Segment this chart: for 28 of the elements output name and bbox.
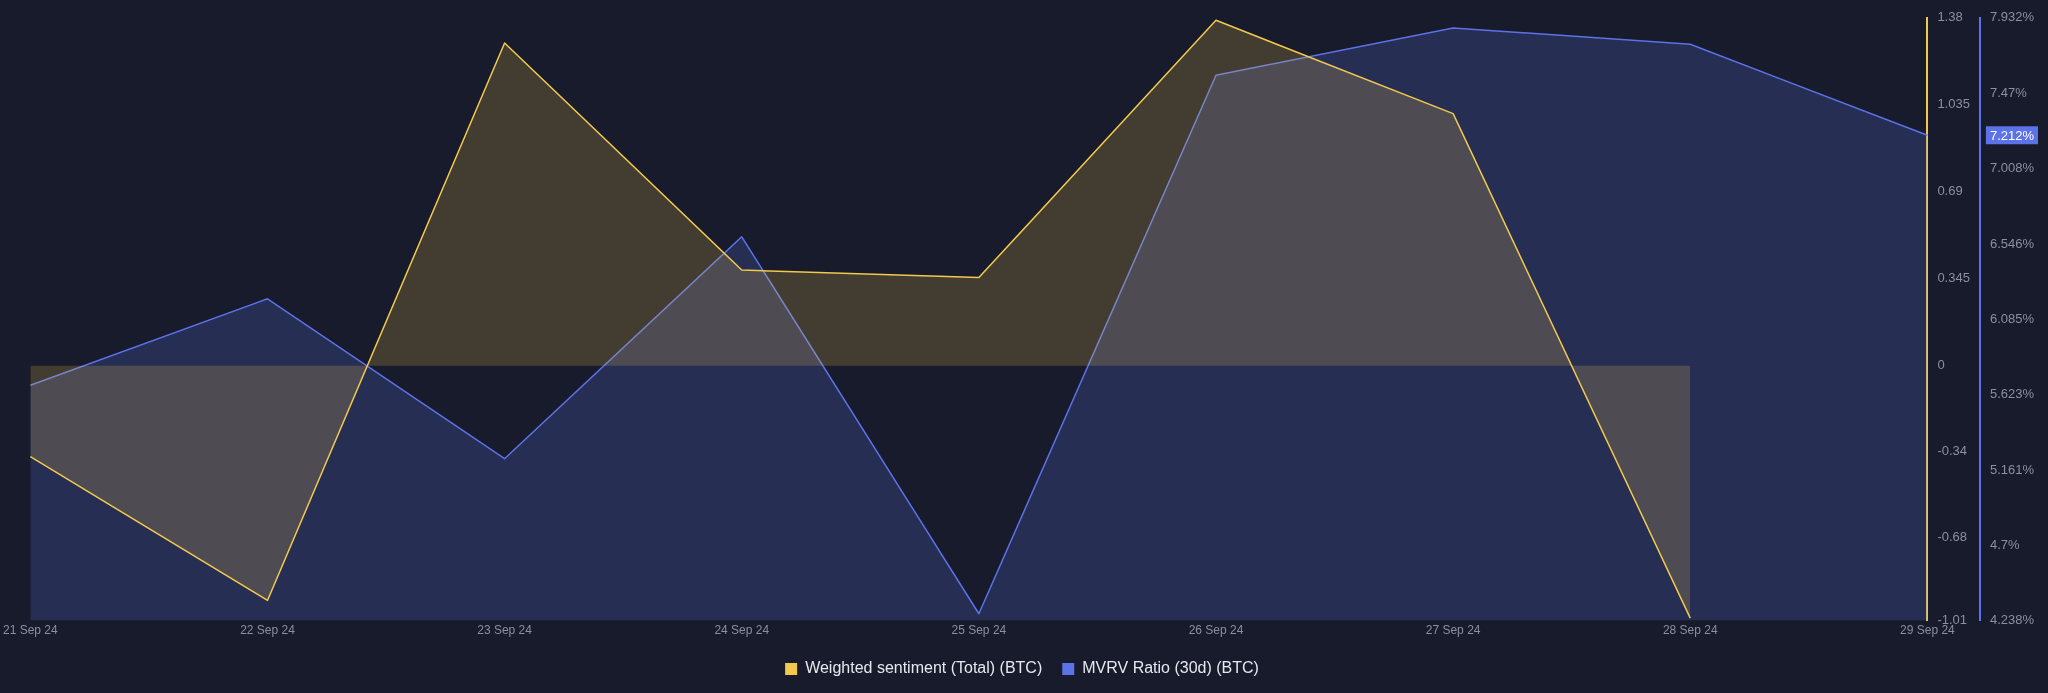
x-tick-label: 22 Sep 24	[240, 623, 296, 638]
legend-label: Weighted sentiment (Total) (BTC)	[805, 659, 1043, 677]
x-tick-label: 29 Sep 24	[1900, 623, 1956, 638]
x-tick-label: 25 Sep 24	[951, 623, 1007, 638]
y2-tick-label: 5.623%	[1989, 386, 2035, 402]
y2-tick-label: 7.47%	[1989, 84, 2028, 100]
y2-tick-label: 6.546%	[1989, 235, 2035, 251]
y-tick-label: 1.035	[1937, 96, 1970, 112]
y-tick-label: 1.38	[1937, 9, 1963, 25]
y-tick-label: 0.345	[1937, 270, 1970, 286]
x-tick-label: 24 Sep 24	[714, 623, 770, 638]
y2-tick-label: 6.085%	[1989, 310, 2035, 326]
x-tick-label: 27 Sep 24	[1425, 623, 1481, 638]
legend-label: MVRV Ratio (30d) (BTC)	[1082, 659, 1259, 677]
y2-tick-label: 7.932%	[1989, 9, 2035, 25]
y2-tick-label: 7.008%	[1989, 160, 2035, 176]
y2-tick-label: 4.238%	[1989, 612, 2035, 628]
y2-tick-label: 5.161%	[1989, 461, 2035, 477]
x-tick-label: 23 Sep 24	[477, 623, 533, 638]
annotation: 7.212%	[1989, 127, 2035, 143]
x-tick-label: 28 Sep 24	[1662, 623, 1718, 638]
x-tick-label: 26 Sep 24	[1188, 623, 1244, 638]
x-tick-label: 21 Sep 24	[3, 623, 59, 638]
y-tick-label: 0	[1937, 357, 1945, 373]
y2-tick-label: 4.7%	[1989, 536, 2020, 552]
y-tick-label: 0.69	[1937, 183, 1963, 199]
y-tick-label: -0.34	[1937, 443, 1968, 459]
y-tick-label: -0.68	[1937, 528, 1968, 544]
